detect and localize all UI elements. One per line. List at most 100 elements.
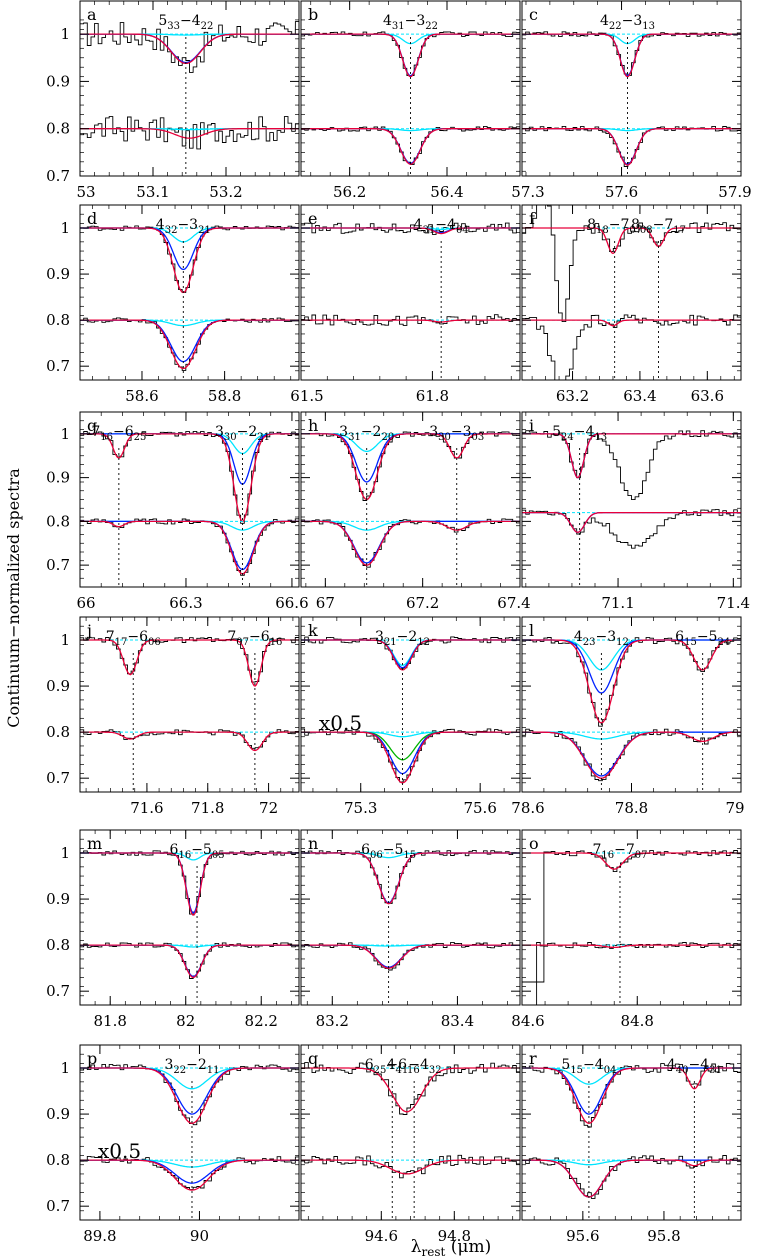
x-tick-label: 57.6: [605, 183, 638, 201]
transition-label-subscript: 25: [134, 432, 147, 443]
x-tick-label: 71.4: [717, 594, 750, 612]
y-tick-label: 0.9: [46, 72, 70, 90]
x-tick-label: 78.6: [511, 799, 544, 817]
model-tot-upper: [522, 639, 741, 724]
transition-label-subscript: 03: [472, 432, 485, 443]
observed-spectrum-lower: [522, 1155, 741, 1199]
panel-r: 95.6 95.8r 515−404 440−431: [521, 1044, 742, 1245]
panel-k: 75.3 75.6 k 321−212 x0.5: [300, 616, 521, 817]
y-tick-label: 0.9: [46, 265, 70, 283]
panel-frame: [79, 829, 300, 1006]
transition-label-subscript: 18: [596, 225, 609, 236]
observed-spectrum-lower: [80, 116, 299, 150]
transition-label-subscript: 04: [604, 1065, 617, 1076]
panel-d: 58.6 58.8 0.7 0.8 0.9 1d 432−321: [46, 204, 300, 405]
transition-label-subscript: 05: [212, 850, 225, 861]
panel-frame: [521, 0, 742, 177]
x-tick-label: 72: [259, 799, 278, 817]
transition-label-part: 7: [106, 629, 115, 645]
x-tick-label: 57.3: [511, 183, 544, 201]
observed-spectrum-upper: [301, 636, 520, 670]
panel-frame: [79, 1044, 300, 1221]
transition-label-subscript: 22: [609, 21, 622, 32]
x-tick-label: 71.8: [191, 799, 224, 817]
panel-plot-area: [522, 205, 741, 380]
model-tot-upper: [80, 1067, 299, 1124]
x-tick-label: 66.6: [275, 594, 308, 612]
transition-label-subscript: 11: [207, 1065, 220, 1076]
panel-o: 84.6 84.8 o 716−707: [511, 829, 742, 1030]
observed-spectrum-lower: [80, 942, 299, 979]
x-tick-label: 58.6: [125, 387, 158, 405]
panel-frame: [300, 204, 521, 381]
panel-frame: [300, 616, 521, 793]
observed-spectrum-lower: [522, 728, 741, 782]
transition-label-part: 5: [552, 424, 561, 440]
panel-frame: [521, 829, 742, 1006]
transition-label-part: 3: [164, 1057, 173, 1073]
model-tot-upper: [301, 852, 520, 905]
panel-letter: m: [87, 834, 102, 853]
panel-h: 67 67.2 67.4h 331−220 330−303: [300, 411, 531, 612]
transition-label-part: −6: [386, 1057, 407, 1073]
transition-label-part: −5: [697, 629, 718, 645]
transition-label-subscript: 07: [635, 850, 648, 861]
transition-label-subscript: 31: [423, 225, 436, 236]
x-tick-label: 83.2: [316, 1012, 349, 1030]
model-tot-lower: [522, 128, 741, 166]
observed-spectrum-lower: [522, 314, 741, 380]
model-blue-lower: [301, 944, 520, 968]
panel-letter: n: [308, 834, 318, 853]
observed-spectrum-lower: [536, 942, 741, 1005]
transition-label: 431−404: [414, 217, 469, 236]
x-tick-label: 82: [176, 1012, 195, 1030]
observed-spectrum-lower: [301, 1154, 520, 1179]
panel-l: 78.6 78.8 79 l 423−312 615−524: [511, 616, 745, 817]
panel-plot-area: [522, 430, 741, 587]
transition-label-subscript: 22: [173, 1065, 186, 1076]
transition-label-part: −3: [622, 13, 643, 29]
transition-label-part: −7: [614, 842, 635, 858]
transition-label: 615−524: [675, 629, 730, 648]
transition-label-part: −4: [435, 217, 456, 233]
model-tot-upper: [301, 1067, 520, 1113]
panel-frame: [79, 0, 300, 177]
transition-label-subscript: 07: [629, 225, 642, 236]
transition-label: 431−322: [383, 13, 438, 32]
model-tot-lower: [80, 319, 299, 370]
transition-label-part: −5: [191, 842, 212, 858]
transition-label-subscript: 21: [384, 637, 397, 648]
panel-letter: e: [308, 209, 317, 228]
x-tick-label: 75.6: [463, 799, 496, 817]
y-tick-label: 0.7: [46, 167, 70, 185]
panel-letter: a: [87, 5, 97, 24]
transition-label: 716−625: [91, 424, 146, 443]
model-blue-upper: [80, 1067, 299, 1115]
transition-label-subscript: 17: [115, 637, 128, 648]
transition-label-subscript: 40: [676, 1065, 689, 1076]
model-blue-upper: [522, 1067, 741, 1115]
model-tot-lower: [301, 731, 520, 784]
x-tick-label: 63.2: [556, 387, 589, 405]
y-tick-label: 0.9: [46, 677, 70, 695]
transition-label-part: 7: [91, 424, 100, 440]
y-tick-label: 1: [60, 425, 70, 443]
observed-spectrum-upper: [522, 850, 741, 983]
transition-label-subscript: 04: [456, 225, 469, 236]
model-blue-lower: [80, 319, 299, 363]
y-tick-label: 1: [60, 1059, 70, 1077]
panel-frame: [300, 411, 521, 588]
panel-plot-area: [522, 637, 741, 792]
y-tick-label: 1: [60, 25, 70, 43]
x-tick-label: 78.8: [615, 799, 648, 817]
model-tot-upper: [522, 852, 741, 870]
transition-label-part: 4: [667, 1057, 676, 1073]
panel-plot-area: [301, 431, 520, 587]
panel-plot-area: [301, 31, 520, 176]
model-tot-lower: [80, 731, 299, 752]
transition-label-subscript: 17: [673, 225, 686, 236]
model-tot-lower: [301, 520, 520, 566]
panel-plot-area: [301, 1062, 520, 1220]
